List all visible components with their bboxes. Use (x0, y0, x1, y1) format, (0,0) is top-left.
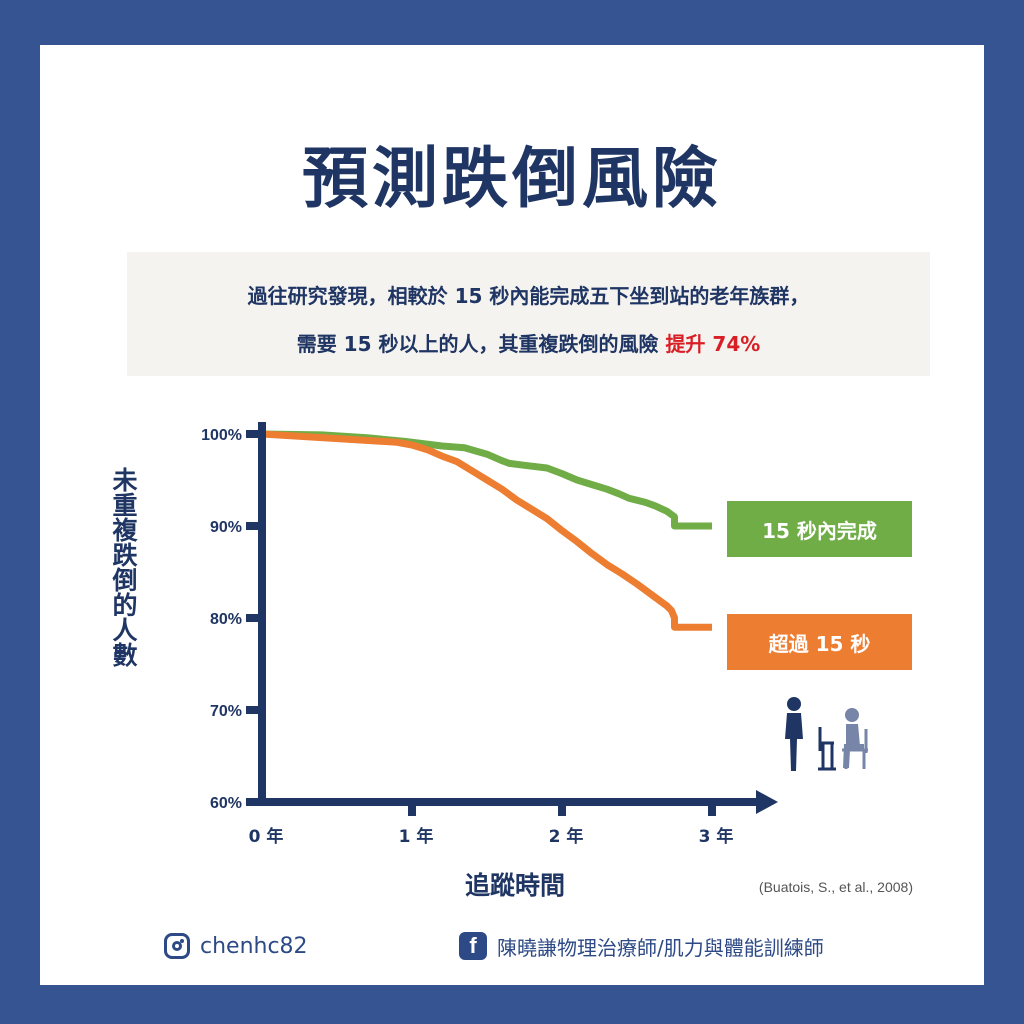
instagram-icon (164, 933, 190, 959)
risk-highlight: 提升 74% (665, 332, 761, 356)
instagram-link[interactable]: chenhc82 (164, 928, 308, 964)
instagram-handle: chenhc82 (200, 933, 308, 959)
series-line-1 (261, 430, 712, 631)
y-tick-label: 90% (210, 519, 242, 536)
x-tick-label: 0 年 (249, 826, 284, 847)
summary-line-2: 需要 15 秒以上的人，其重複跌倒的風險 提升 74% (127, 328, 930, 357)
facebook-icon: f (459, 932, 487, 960)
x-tick-label: 1 年 (399, 826, 434, 847)
legend-orange: 超過 15 秒 (727, 614, 912, 670)
summary-line-2-text: 需要 15 秒以上的人，其重複跌倒的風險 (296, 332, 666, 356)
citation: (Buatois, S., et al., 2008) (758, 879, 913, 895)
x-tick-label: 3 年 (699, 826, 734, 847)
x-axis-arrow (756, 790, 778, 814)
facebook-link[interactable]: f 陳曉謙物理治療師/肌力與體能訓練師 (459, 928, 824, 964)
page-title: 預測跌倒風險 (302, 140, 722, 217)
y-tick-label: 70% (210, 703, 242, 720)
summary-line-1: 過往研究發現，相較於 15 秒內能完成五下坐到站的老年族群， (247, 284, 810, 308)
y-tick-label: 100% (201, 427, 242, 444)
sit-to-stand-icon (785, 697, 868, 771)
y-tick-label: 80% (210, 611, 242, 628)
y-tick-label: 60% (210, 795, 242, 812)
x-axis-title: 追蹤時間 (464, 871, 565, 900)
legend-green: 15 秒內完成 (727, 501, 912, 557)
facebook-page-name: 陳曉謙物理治療師/肌力與體能訓練師 (497, 935, 824, 960)
series-line-0 (261, 430, 712, 530)
y-axis-title: 未重複跌倒的人數 (109, 467, 138, 667)
x-tick-label: 2 年 (549, 826, 584, 847)
summary-box: 過往研究發現，相較於 15 秒內能完成五下坐到站的老年族群， 需要 15 秒以上… (127, 252, 930, 376)
